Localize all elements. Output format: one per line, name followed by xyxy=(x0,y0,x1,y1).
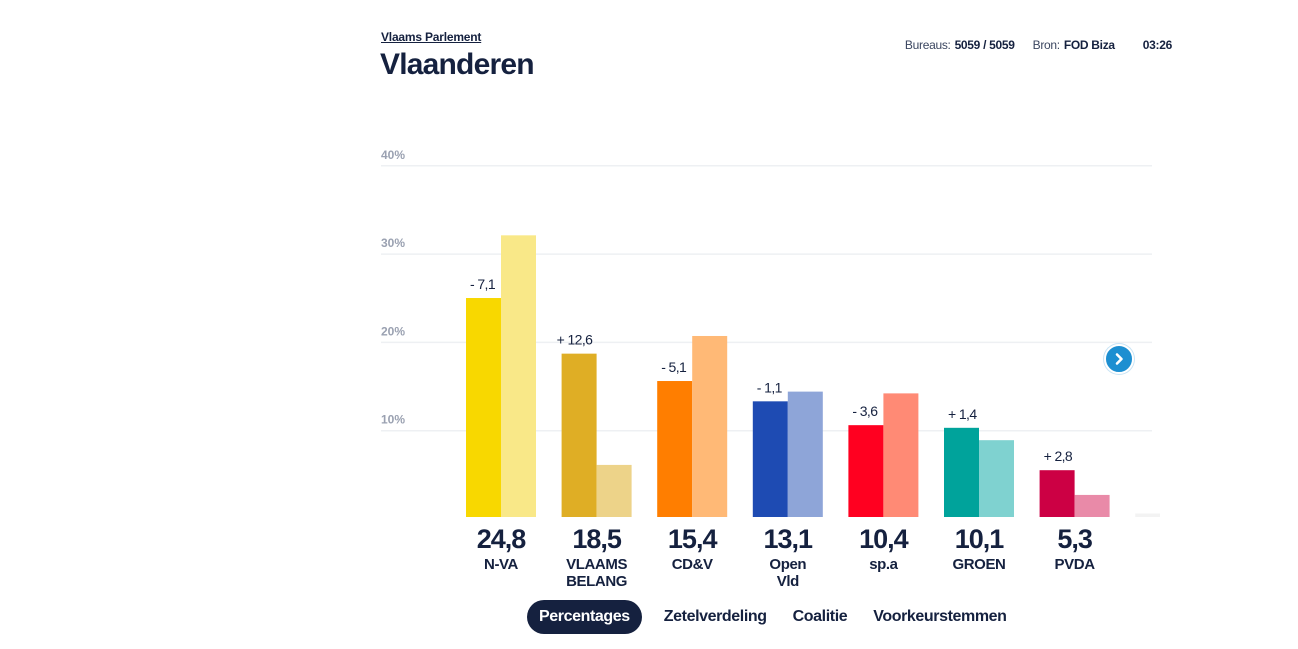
tab-zetelverdeling[interactable]: Zetelverdeling xyxy=(663,608,767,625)
value-label: 18,5 xyxy=(572,524,622,554)
bar-current xyxy=(657,381,693,517)
bar-previous xyxy=(596,464,632,517)
party-name-label: Open xyxy=(769,556,806,573)
value-label: 15,4 xyxy=(668,524,718,554)
tab-coalitie[interactable]: Coalitie xyxy=(792,608,848,625)
party-name-label: sp.a xyxy=(869,556,898,573)
party-name-label: CD&V xyxy=(672,556,713,573)
party-name-label: VLAAMS xyxy=(566,556,627,573)
party-name-label: GROEN xyxy=(952,556,1005,573)
y-tick-label: 40% xyxy=(381,148,405,162)
page-title: Vlaanderen xyxy=(380,48,535,81)
change-label: - 3,6 xyxy=(852,403,878,419)
value-label: 10,4 xyxy=(859,524,909,554)
bureaus-label: Bureaus: xyxy=(904,38,951,52)
bar-previous xyxy=(979,440,1014,517)
timestamp: 03:26 xyxy=(1142,38,1173,52)
party-name-label: Vld xyxy=(777,573,799,590)
bar-previous xyxy=(787,391,823,517)
bar-previous xyxy=(1074,494,1110,517)
value-label: 5,3 xyxy=(1057,524,1093,554)
bureaus-value: 5059 / 5059 xyxy=(954,38,1015,52)
party-name-label: Die xyxy=(1159,556,1181,573)
bar-previous xyxy=(692,335,728,517)
bar-current xyxy=(752,401,788,517)
view-tabs: Percentages Zetelverdeling Coalitie Voor… xyxy=(527,600,1019,634)
value-label: 10,1 xyxy=(955,524,1005,554)
change-label: + 12,6 xyxy=(557,332,594,348)
change-label: + 2,8 xyxy=(1044,448,1073,464)
y-tick-label: 10% xyxy=(381,413,405,427)
change-label: - 1,1 xyxy=(757,379,783,395)
tab-percentages[interactable]: Percentages xyxy=(527,600,642,634)
value-label: 13,1 xyxy=(764,524,814,554)
breadcrumb[interactable]: Vlaams Parlement xyxy=(381,30,482,44)
results-meta: Bureaus: 5059 / 5059 Bron: FOD Biza 03:26 xyxy=(905,38,1172,52)
bar-current xyxy=(1039,470,1075,517)
chevron-right-icon xyxy=(1115,353,1123,365)
change-label: - 5,1 xyxy=(661,359,687,375)
bar-current xyxy=(944,427,979,517)
bar-previous xyxy=(883,393,919,517)
bar-previous xyxy=(501,235,536,517)
y-tick-label: 30% xyxy=(381,236,405,250)
value-label: 24,8 xyxy=(477,524,527,554)
source-label: Bron: xyxy=(1032,38,1060,52)
tab-voorkeurstemmen[interactable]: Voorkeurstemmen xyxy=(873,608,1007,625)
bar-current xyxy=(1135,513,1160,517)
source-value: FOD Biza xyxy=(1063,38,1115,52)
bar-current xyxy=(561,353,597,517)
change-label: + 1,4 xyxy=(948,406,977,422)
next-parties-button[interactable] xyxy=(1104,344,1134,374)
party-name-label: N-VA xyxy=(484,556,519,573)
party-name-label: BELANG xyxy=(566,573,627,590)
party-name-label: PVDA xyxy=(1055,556,1096,573)
change-label: - 7,1 xyxy=(470,276,496,292)
bar-current xyxy=(848,425,884,517)
bar-current xyxy=(466,298,501,517)
y-tick-label: 20% xyxy=(381,324,405,338)
